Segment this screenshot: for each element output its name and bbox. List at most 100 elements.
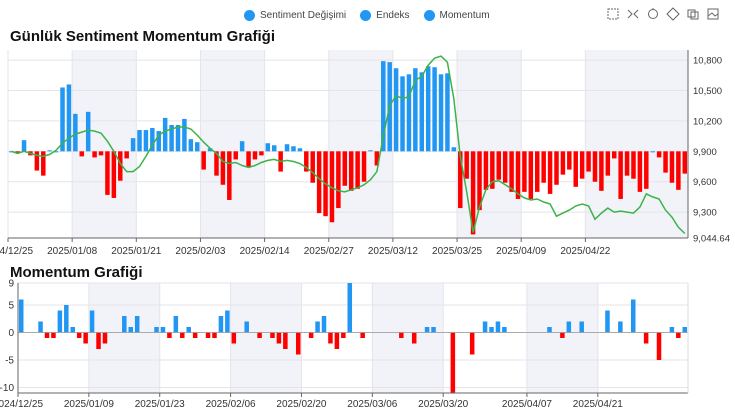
sentiment-bar	[102, 332, 108, 344]
endeks-bar	[644, 151, 649, 189]
endeks-bar	[477, 151, 482, 211]
zoom-reset-icon[interactable]	[626, 7, 640, 21]
sentiment-bar	[44, 332, 50, 338]
endeks-bar	[105, 151, 110, 195]
endeks-bar	[445, 73, 450, 152]
momentum-x-tick-label: 2025/04/21	[573, 399, 623, 410]
endeks-bar	[541, 151, 546, 183]
sentiment-bar	[560, 332, 565, 338]
main-band	[72, 50, 137, 238]
endeks-bar	[400, 76, 405, 152]
legend-item-sentiment[interactable]: Sentiment Değişimi	[244, 6, 346, 24]
momentum-chart-title: Momentum Grafiği	[10, 264, 143, 281]
sentiment-bar	[643, 332, 649, 344]
restore-icon[interactable]	[646, 7, 660, 21]
endeks-bar	[66, 84, 72, 152]
sentiment-bar	[83, 332, 88, 344]
endeks-bar	[528, 151, 534, 199]
endeks-bar	[98, 151, 104, 156]
endeks-bar	[579, 151, 585, 179]
endeks-bar	[201, 151, 206, 170]
sentiment-bar	[328, 332, 333, 344]
sentiment-bar	[192, 332, 198, 338]
endeks-bar	[284, 144, 290, 152]
main-y-tick-label: 9,900	[693, 147, 717, 158]
main-x-tick-label: 2025/04/09	[496, 246, 546, 257]
endeks-bar	[233, 151, 238, 160]
endeks-bar	[464, 151, 469, 179]
endeks-bar	[336, 151, 341, 209]
momentum-x-tick-label: 2025/03/20	[418, 399, 468, 410]
sentiment-bar	[154, 327, 159, 333]
sentiment-bar	[231, 332, 237, 344]
sentiment-bar	[495, 321, 501, 333]
sentiment-bar	[128, 327, 133, 333]
endeks-bar	[246, 151, 251, 167]
endeks-bar	[252, 151, 258, 160]
momentum-y-tick-label: 9	[8, 279, 14, 290]
endeks-bar	[15, 151, 20, 154]
main-band	[585, 50, 688, 238]
momentum-x-tick-label: 2025/01/09	[64, 399, 114, 410]
endeks-bar	[342, 151, 348, 186]
sentiment-bar	[76, 332, 82, 338]
legend-item-momentum[interactable]: Momentum	[423, 6, 490, 24]
save-image-icon[interactable]	[706, 7, 720, 21]
momentum-x-tick-label: 2025/02/06	[206, 399, 256, 410]
sentiment-bar	[122, 316, 127, 333]
legend-item-endeks[interactable]: Endeks	[360, 6, 410, 24]
main-y-tick-label: 10,200	[693, 116, 722, 127]
sentiment-bar	[399, 332, 404, 338]
momentum-x-tick-label: 2025/02/20	[276, 399, 326, 410]
endeks-bar	[413, 68, 418, 152]
endeks-bar	[182, 118, 187, 152]
fullscreen-icon[interactable]	[666, 7, 680, 21]
main-x-tick-label: 2025/02/14	[240, 246, 290, 257]
sentiment-bar	[489, 327, 494, 333]
endeks-bar	[599, 151, 604, 191]
endeks-bar	[310, 151, 315, 183]
endeks-bar	[470, 151, 476, 235]
sentiment-bar	[134, 316, 140, 333]
sentiment-bar	[579, 321, 584, 333]
momentum-line	[10, 55, 686, 234]
endeks-bar	[271, 145, 277, 152]
endeks-bar	[304, 151, 309, 172]
endeks-bar	[535, 151, 540, 192]
endeks-bar	[586, 151, 591, 172]
endeks-bar	[419, 72, 425, 152]
endeks-bar	[656, 151, 662, 158]
sentiment-bar	[167, 332, 172, 338]
endeks-bar	[227, 151, 232, 200]
sentiment-bar	[205, 332, 211, 338]
legend-label-endeks: Endeks	[376, 9, 410, 21]
endeks-bar	[605, 151, 611, 176]
sentiment-bar	[669, 327, 675, 333]
endeks-bar	[592, 151, 598, 182]
endeks-bar	[73, 113, 78, 152]
endeks-bar	[169, 124, 174, 152]
legend-label-momentum: Momentum	[439, 9, 490, 21]
momentum-x-tick-label: 2025/01/23	[135, 399, 185, 410]
endeks-bar	[573, 151, 578, 187]
sentiment-bar	[566, 321, 572, 333]
endeks-bar	[438, 74, 444, 152]
zoom-select-icon[interactable]	[606, 7, 620, 21]
sentiment-bar	[360, 332, 365, 338]
endeks-bar	[432, 67, 437, 152]
data-view-icon[interactable]	[686, 7, 700, 21]
sentiment-bar	[347, 283, 353, 333]
sentiment-bar	[276, 332, 282, 344]
main-chart: 9,044.64 9,300 9,600 9,900 10,200 10,500 10,80…	[0, 50, 730, 257]
endeks-bar	[458, 151, 463, 209]
sentiment-bar	[244, 321, 249, 333]
endeks-bar	[60, 87, 65, 152]
endeks-bar	[143, 130, 149, 152]
momentum-y-tick-label: 0	[8, 328, 14, 339]
endeks-bar	[406, 74, 412, 152]
legend-label-sentiment: Sentiment Değişimi	[260, 9, 347, 21]
main-y-tick-label: 9,300	[693, 208, 717, 219]
endeks-bar	[669, 151, 675, 183]
endeks-bar	[124, 151, 129, 159]
endeks-bar	[368, 150, 373, 152]
